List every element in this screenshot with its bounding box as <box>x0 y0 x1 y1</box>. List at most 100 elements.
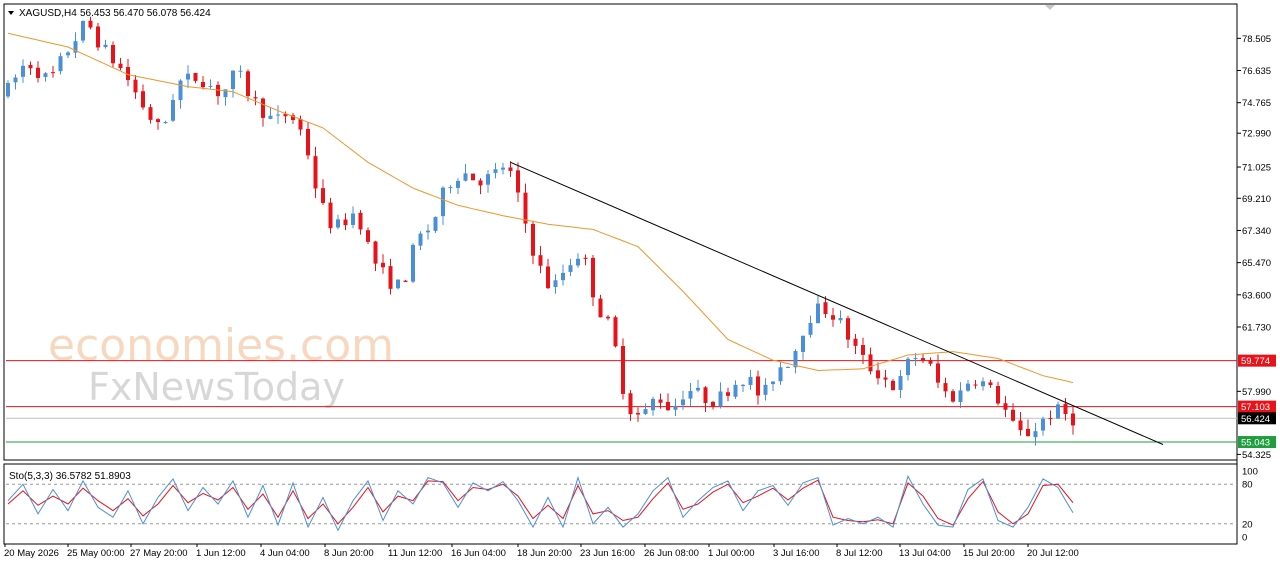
candle-body <box>448 187 453 189</box>
candle-body <box>66 52 70 56</box>
candle-body <box>366 230 370 242</box>
candle-body <box>1041 418 1045 431</box>
time-tick-label: 4 Jun 04:00 <box>260 548 310 559</box>
candle-body <box>148 107 153 120</box>
candle-body <box>276 114 280 116</box>
candle-body <box>838 318 843 321</box>
time-tick-label: 15 Jul 20:00 <box>963 548 1015 559</box>
candle-body <box>223 89 228 98</box>
moving-average <box>7 32 1074 384</box>
candle-body <box>268 115 273 119</box>
candle-body <box>561 272 565 281</box>
candle-body <box>801 335 805 352</box>
candle-body <box>906 358 910 376</box>
level-label-box <box>1238 400 1276 413</box>
candle-body <box>1048 418 1053 420</box>
price-tick-label: 63.600 <box>1242 290 1271 301</box>
candle-body <box>261 98 265 118</box>
price-tick-label: 74.765 <box>1242 98 1271 109</box>
candle-body <box>1003 403 1008 410</box>
candle-body <box>321 188 325 204</box>
candle-body <box>876 370 880 379</box>
candle-body <box>51 72 55 74</box>
time-tick-label: 13 Jul 04:00 <box>899 548 951 559</box>
candle-body <box>636 412 640 415</box>
candle-body <box>103 44 108 48</box>
candle-body <box>538 255 543 266</box>
candle-body <box>778 367 783 382</box>
candle-body <box>988 382 993 386</box>
time-tick-label: 20 Jul 12:00 <box>1027 548 1079 559</box>
candle-body <box>441 187 445 217</box>
candle-body <box>613 317 618 347</box>
candle-body <box>583 257 588 259</box>
candle-body <box>771 381 775 385</box>
candle-body <box>981 381 985 387</box>
candle-body <box>861 344 865 355</box>
candle-body <box>246 71 250 97</box>
candle-body <box>426 230 430 233</box>
candle-body <box>6 82 10 97</box>
stoch-panel-frame[interactable] <box>3 463 1238 545</box>
candle-body <box>163 122 168 124</box>
candle-body <box>411 244 415 282</box>
candle-body <box>1071 413 1075 426</box>
candle-body <box>703 387 708 403</box>
candle-body <box>1018 420 1023 431</box>
candle-body <box>568 265 573 272</box>
time-tick-label: 20 May 2026 <box>4 548 59 559</box>
candle-body <box>13 77 18 83</box>
candle-body <box>958 390 963 403</box>
candle-body <box>598 298 603 318</box>
price-tick-label: 57.990 <box>1242 387 1271 398</box>
main-panel-frame[interactable] <box>3 3 1238 461</box>
candle-body <box>681 399 685 406</box>
candle-body <box>688 391 693 399</box>
trendline-layer <box>510 161 1164 445</box>
stoch-tick-label: 20 <box>1242 519 1253 530</box>
time-tick-label: 26 Jun 08:00 <box>644 548 699 559</box>
candle-body <box>178 80 183 101</box>
candle-body <box>471 173 475 181</box>
candle-body <box>853 338 858 346</box>
candle-body <box>238 70 243 72</box>
candle-body <box>253 97 258 99</box>
candle-body <box>118 63 123 69</box>
price-tick-label: 76.635 <box>1242 66 1271 77</box>
ohlc-values: 56.453 56.470 56.078 56.424 <box>80 8 211 19</box>
time-tick-label: 23 Jun 16:00 <box>580 548 635 559</box>
level-label-57.103: 57.103 <box>1241 402 1270 413</box>
time-tick-label: 1 Jun 12:00 <box>196 548 246 559</box>
candle-body <box>456 180 460 188</box>
stoch-tick-label: 0 <box>1242 533 1247 544</box>
candle-body <box>621 346 625 394</box>
candle-body <box>141 91 145 108</box>
candle-body <box>96 26 100 48</box>
candle-body <box>793 350 798 368</box>
candle-body <box>718 391 723 406</box>
dropdown-triangle-icon[interactable] <box>8 11 14 15</box>
trendline[interactable] <box>510 161 1164 445</box>
candle-body <box>88 20 93 28</box>
time-axis-ticks: 20 May 2026 25 May 00:00 27 May 20:00 1 Jun… <box>4 544 1079 559</box>
candle-body <box>313 156 318 189</box>
candle-body <box>943 383 948 392</box>
candle-body <box>351 213 355 225</box>
candle-body <box>156 119 160 123</box>
candle-body <box>591 257 595 298</box>
candle-body <box>936 363 940 383</box>
candle-body <box>433 216 438 231</box>
level-label-box <box>1238 412 1276 425</box>
candle-body <box>973 384 978 386</box>
candle-body <box>81 20 85 41</box>
time-tick-label: 25 May 00:00 <box>67 548 125 559</box>
stoch-label: Sto(5,3,3) 36.5782 51.8903 <box>9 471 131 482</box>
candle-body <box>898 376 903 390</box>
candle-body <box>306 128 310 156</box>
candle-body <box>726 392 730 396</box>
candle-body <box>531 223 535 256</box>
scroll-marker-icon[interactable] <box>1045 5 1055 10</box>
candle-body <box>171 99 175 121</box>
